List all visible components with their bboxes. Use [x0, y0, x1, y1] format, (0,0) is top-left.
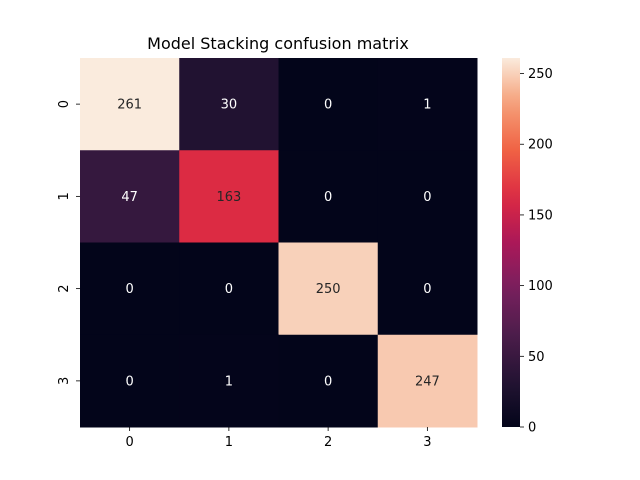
cell-value-label: 261 — [117, 98, 142, 113]
cell-value-label: 0 — [125, 374, 133, 389]
heatmap-cell — [179, 150, 279, 243]
heatmap-cell — [278, 242, 379, 336]
chart-title: Model Stacking confusion matrix — [147, 34, 409, 53]
colorbar: 0 50 100 150 200 250 — [502, 58, 553, 436]
heatmap-cell — [80, 150, 180, 243]
x-axis: 0 1 2 3 — [125, 427, 432, 450]
cell-value-label: 0 — [423, 282, 431, 297]
colorbar-tick-label: 50 — [528, 350, 545, 365]
heatmap-grid: 261 30 0 1 47 163 0 0 0 0 250 0 0 1 0 247 — [80, 58, 478, 428]
heatmap-cell — [80, 242, 180, 336]
colorbar-tick-label: 200 — [528, 138, 553, 153]
y-axis: 0 1 2 3 — [57, 100, 80, 385]
colorbar-tick-label: 250 — [528, 67, 553, 82]
cell-value-label: 163 — [216, 190, 241, 205]
cell-value-label: 0 — [324, 98, 332, 113]
heatmap-cell — [278, 150, 379, 243]
heatmap-cell — [377, 242, 478, 336]
x-tick-label: 3 — [423, 435, 431, 450]
cell-value-label: 1 — [225, 374, 233, 389]
cell-value-label: 0 — [423, 190, 431, 205]
x-tick-label: 0 — [125, 435, 133, 450]
y-tick-label: 3 — [57, 377, 72, 385]
heatmap-cell — [179, 334, 279, 428]
colorbar-tick-label: 150 — [528, 208, 553, 223]
y-tick-label: 1 — [57, 192, 72, 200]
y-tick-label: 2 — [57, 284, 72, 292]
heatmap-cell — [179, 242, 279, 336]
x-tick-label: 1 — [225, 435, 233, 450]
colorbar-gradient — [502, 58, 520, 427]
cell-value-label: 1 — [423, 98, 431, 113]
heatmap-cell — [278, 58, 379, 151]
cell-value-label: 0 — [324, 190, 332, 205]
cell-value-label: 47 — [121, 190, 138, 205]
cell-value-label: 0 — [225, 282, 233, 297]
x-tick-label: 2 — [324, 435, 332, 450]
heatmap-cell — [377, 334, 478, 428]
cell-value-label: 0 — [125, 282, 133, 297]
colorbar-tick-label: 100 — [528, 279, 553, 294]
heatmap-cell — [179, 58, 279, 151]
colorbar-tick-label: 0 — [528, 421, 536, 436]
heatmap-cell — [377, 58, 478, 151]
cell-value-label: 247 — [415, 374, 440, 389]
heatmap-cell — [80, 58, 180, 151]
heatmap-cell — [377, 150, 478, 243]
cell-value-label: 0 — [324, 374, 332, 389]
y-tick-label: 0 — [57, 100, 72, 108]
cell-value-label: 250 — [316, 282, 341, 297]
heatmap-cell — [278, 334, 379, 428]
heatmap-cell — [80, 334, 180, 428]
cell-value-label: 30 — [221, 98, 238, 113]
